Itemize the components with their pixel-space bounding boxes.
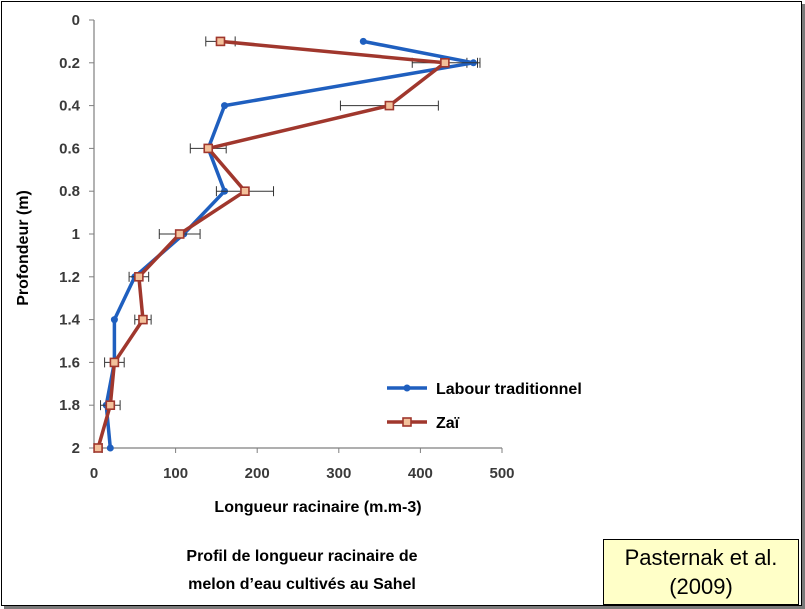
citation-box: Pasternak et al. (2009) [603, 539, 799, 605]
y-tick-label: 1 [72, 226, 80, 243]
data-point [105, 400, 116, 411]
y-tick-label: 0.8 [59, 183, 80, 200]
legend-label: Zaï [436, 415, 460, 432]
citation-line-1: Pasternak et al. [624, 545, 778, 570]
data-point [109, 357, 120, 368]
data-point [203, 143, 214, 154]
data-point [93, 443, 103, 453]
series-layer [93, 36, 481, 453]
legend-item: Zaï [387, 415, 460, 432]
figure-caption: Profil de longueur racinaire de melon d’… [122, 543, 482, 599]
y-tick-labels: 0 0.2 0.4 0.6 0.8 1 1.2 1.4 1.6 1.8 2 [59, 12, 81, 457]
y-tick-label: 1.8 [59, 397, 80, 414]
x-tick-label: 100 [163, 465, 188, 482]
root-length-chart: 0 0.2 0.4 0.6 0.8 1 1.2 1.4 1.6 1.8 2 0 100 200 300 40… [15, 12, 582, 516]
data-point [221, 102, 229, 110]
legend-label: Labour traditionnel [436, 381, 582, 398]
citation-line-2: (2009) [669, 574, 733, 599]
caption-line-1: Profil de longueur racinaire de [186, 548, 418, 565]
data-point [174, 229, 185, 239]
x-tick-label: 0 [90, 465, 98, 482]
y-axis-title: Profondeur (m) [15, 190, 32, 306]
data-point [215, 36, 226, 47]
x-tick-label: 200 [245, 465, 270, 482]
data-point [138, 314, 148, 325]
y-tick-label: 1.4 [59, 312, 81, 329]
data-point [110, 316, 118, 324]
legend-item: Labour traditionnel [387, 381, 582, 398]
data-point [134, 271, 144, 282]
y-tick-label: 2 [72, 440, 80, 457]
chart-legend: Labour traditionnel Zaï [387, 381, 582, 432]
series-zai [93, 36, 479, 453]
data-point [440, 57, 450, 68]
data-point [359, 37, 367, 45]
y-tick-label: 1.6 [59, 354, 80, 371]
x-tick-labels: 0 100 200 300 400 500 [90, 465, 515, 482]
data-point [106, 444, 114, 452]
x-tick-label: 500 [489, 465, 514, 482]
caption-line-2: melon d’eau cultivés au Sahel [188, 576, 416, 593]
x-tick-label: 400 [408, 465, 433, 482]
y-tick-label: 1.2 [59, 269, 80, 286]
data-point [240, 186, 250, 196]
y-tick-label: 0.4 [59, 98, 81, 115]
x-tick-label: 300 [326, 465, 351, 482]
y-tick-label: 0 [72, 12, 80, 29]
legend-marker [403, 384, 411, 392]
x-axis-title: Longueur racinaire (m.m-3) [214, 499, 421, 516]
legend-marker [402, 417, 412, 427]
data-point [384, 100, 395, 111]
y-tick-label: 0.2 [59, 55, 80, 72]
y-tick-label: 0.6 [59, 140, 80, 157]
